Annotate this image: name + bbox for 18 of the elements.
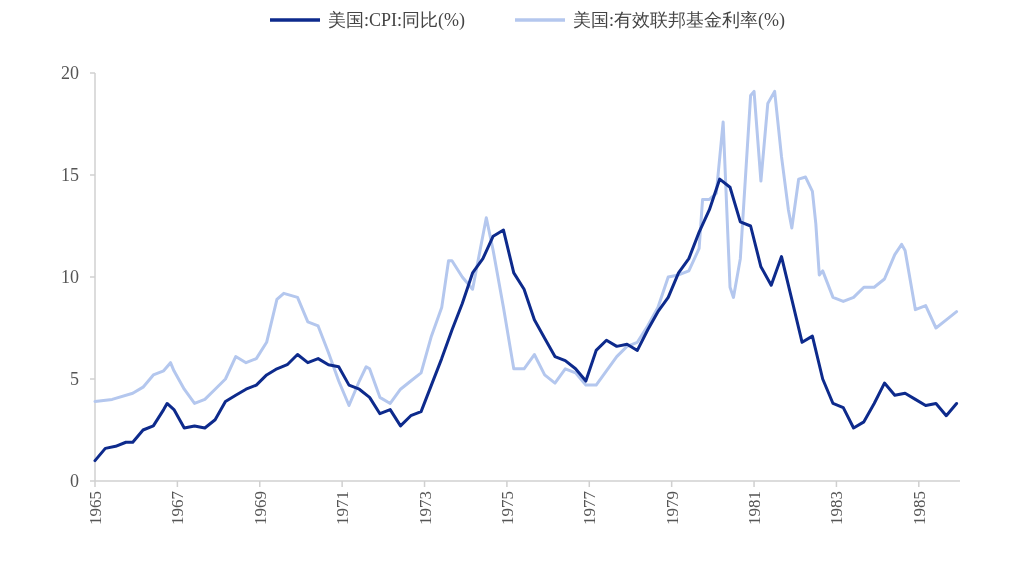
x-tick-label: 1983 [827,491,847,525]
y-tick-label: 15 [61,165,79,185]
x-tick-label: 1985 [909,491,929,525]
x-tick-label: 1981 [745,491,765,525]
y-tick-label: 0 [70,471,79,491]
x-tick-label: 1977 [580,490,600,525]
x-tick-label: 1967 [168,490,188,525]
x-tick-label: 1973 [415,491,435,525]
legend-label: 美国:有效联邦基金利率(%) [573,10,785,31]
x-tick-label: 1965 [86,491,105,525]
x-tick-label: 1979 [662,491,682,525]
legend-label: 美国:CPI:同比(%) [328,10,466,31]
y-tick-label: 5 [70,369,79,389]
x-tick-label: 1971 [333,491,353,525]
x-tick-label: 1969 [250,491,270,525]
x-tick-label: 1975 [497,491,517,525]
y-tick-label: 10 [61,267,79,287]
y-tick-label: 20 [61,63,79,83]
